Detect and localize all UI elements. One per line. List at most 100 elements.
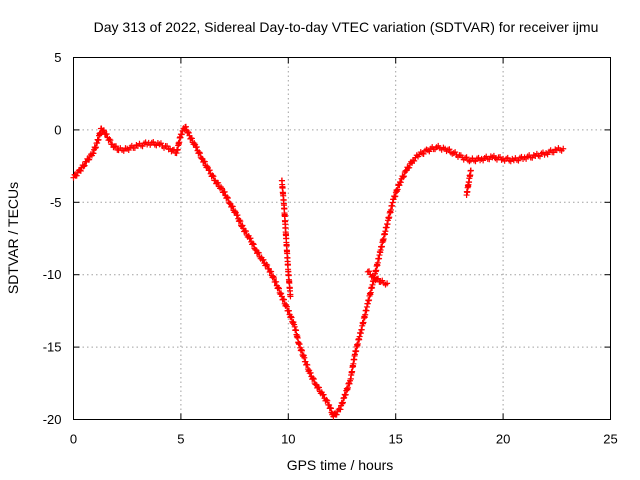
data-point-interp <box>339 400 346 407</box>
data-point <box>287 293 294 300</box>
data-point-interp <box>250 241 257 248</box>
data-point-interp <box>107 137 114 144</box>
data-point-interp <box>320 391 327 398</box>
data-point-interp <box>196 150 203 157</box>
data-point <box>326 402 333 409</box>
data-point-interp <box>255 249 262 256</box>
data-point-interp <box>411 157 418 164</box>
data-point-interp <box>400 174 407 181</box>
y-tick-label: 0 <box>54 122 61 137</box>
data-point-interp <box>86 156 93 163</box>
data-point <box>467 167 474 174</box>
data-point-interp <box>263 261 270 268</box>
y-tick-label: 5 <box>54 50 61 65</box>
data-point-interp <box>81 162 88 169</box>
data-point-interp <box>131 145 138 152</box>
x-tick-label: 10 <box>281 432 295 447</box>
x-tick-label: 25 <box>603 432 617 447</box>
data-point-interp <box>406 164 413 171</box>
axis-ticks: 0 5 10 15 20 25 -20 -15 -10 -5 0 5 <box>43 50 618 447</box>
data-point-interp <box>215 179 222 186</box>
data-point-interp <box>224 194 231 201</box>
data-point-interp <box>281 296 288 303</box>
y-tick-label: -20 <box>43 412 62 427</box>
data-point-interp <box>113 143 120 150</box>
y-tick-label: -15 <box>43 340 62 355</box>
plot-frame <box>73 57 611 420</box>
data-point-interp <box>375 275 382 282</box>
data-point-interp <box>278 290 285 297</box>
data-point-interp <box>218 185 225 192</box>
series-3 <box>463 167 474 199</box>
data-point-interp <box>237 218 244 225</box>
data-point-interp <box>397 179 404 186</box>
y-tick-label: -10 <box>43 267 62 282</box>
data-point-interp <box>446 146 453 153</box>
data-point-interp <box>209 172 216 179</box>
data-point-interp <box>287 313 294 320</box>
data-point <box>384 280 391 287</box>
data-point-interp <box>288 314 295 321</box>
x-tick-label: 15 <box>388 432 402 447</box>
data-point-interp <box>234 212 241 219</box>
data-point-interp <box>247 235 254 242</box>
data-point-interp <box>188 135 195 142</box>
data-point-interp <box>206 167 213 174</box>
x-tick-label: 5 <box>177 432 184 447</box>
data-point-interp <box>275 284 282 291</box>
data-point-interp <box>201 158 208 165</box>
data-point-interp <box>307 369 314 376</box>
y-axis-label: SDTVAR / TECUs <box>5 182 21 294</box>
data-point-interp <box>106 136 113 143</box>
data-point-interp <box>310 376 317 383</box>
chart-title: Day 313 of 2022, Sidereal Day-to-day VTE… <box>94 19 599 35</box>
x-axis-label: GPS time / hours <box>287 457 394 473</box>
data-point-interp <box>275 285 282 292</box>
data-point-interp <box>323 396 330 403</box>
data-point <box>302 358 309 365</box>
data-point-interp <box>327 405 334 412</box>
data-point <box>560 145 567 152</box>
data-point-interp <box>268 268 275 275</box>
data-point-interp <box>420 150 427 157</box>
data-points <box>70 123 567 420</box>
data-point-interp <box>196 149 203 156</box>
data-point-interp <box>221 188 228 195</box>
data-point-interp <box>185 128 192 135</box>
data-point-interp <box>182 123 189 130</box>
data-point-interp <box>324 397 331 404</box>
data-point-interp <box>77 167 84 174</box>
data-point-interp <box>283 303 290 310</box>
data-point-interp <box>273 278 280 285</box>
data-point <box>424 147 431 154</box>
data-point-interp <box>337 406 344 413</box>
data-point-interp <box>80 163 87 170</box>
data-point-interp <box>270 274 277 281</box>
data-point-interp <box>90 150 97 157</box>
x-tick-label: 0 <box>70 432 77 447</box>
y-tick-label: -5 <box>50 195 62 210</box>
data-point-interp <box>239 222 246 229</box>
data-point-interp <box>242 228 249 235</box>
data-point-interp <box>101 127 108 134</box>
data-point-interp <box>92 145 99 152</box>
series-1 <box>278 177 294 300</box>
data-point-interp <box>249 240 256 247</box>
grid <box>73 57 611 420</box>
data-point-interp <box>229 203 236 210</box>
data-point-interp <box>285 307 292 314</box>
x-tick-label: 20 <box>496 432 510 447</box>
data-point-interp <box>185 129 192 136</box>
data-point-interp <box>164 143 171 150</box>
data-point-interp <box>264 262 271 269</box>
data-point-interp <box>333 411 340 418</box>
data-point-interp <box>224 195 231 202</box>
data-point-interp <box>366 268 373 275</box>
data-point-interp <box>178 131 185 138</box>
data-point-interp <box>210 173 217 180</box>
data-point-interp <box>310 375 317 382</box>
data-point-interp <box>260 256 267 263</box>
data-point-interp <box>401 173 408 180</box>
data-point-interp <box>315 384 322 391</box>
